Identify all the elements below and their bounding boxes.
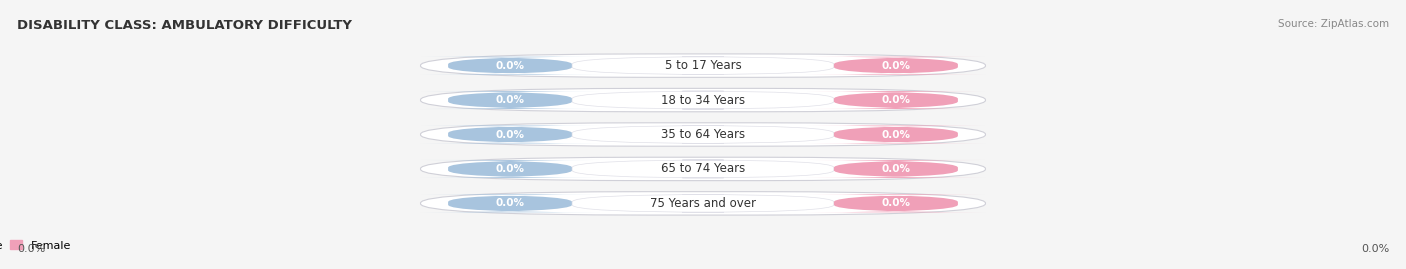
FancyBboxPatch shape	[572, 91, 834, 109]
Text: 0.0%: 0.0%	[882, 164, 911, 174]
Text: 0.0%: 0.0%	[882, 95, 911, 105]
FancyBboxPatch shape	[420, 88, 986, 112]
FancyBboxPatch shape	[807, 160, 986, 178]
Text: 0.0%: 0.0%	[882, 198, 911, 208]
Text: Source: ZipAtlas.com: Source: ZipAtlas.com	[1278, 19, 1389, 29]
Text: 0.0%: 0.0%	[882, 129, 911, 140]
Text: 0.0%: 0.0%	[882, 61, 911, 71]
FancyBboxPatch shape	[420, 160, 599, 178]
FancyBboxPatch shape	[420, 91, 599, 109]
FancyBboxPatch shape	[420, 192, 986, 215]
FancyBboxPatch shape	[572, 160, 834, 178]
Text: 35 to 64 Years: 35 to 64 Years	[661, 128, 745, 141]
FancyBboxPatch shape	[572, 57, 834, 75]
Text: 0.0%: 0.0%	[495, 95, 524, 105]
FancyBboxPatch shape	[807, 91, 986, 109]
Text: 0.0%: 0.0%	[495, 61, 524, 71]
FancyBboxPatch shape	[420, 194, 599, 212]
Text: 0.0%: 0.0%	[17, 244, 45, 254]
FancyBboxPatch shape	[420, 157, 986, 181]
Text: DISABILITY CLASS: AMBULATORY DIFFICULTY: DISABILITY CLASS: AMBULATORY DIFFICULTY	[17, 19, 352, 32]
FancyBboxPatch shape	[420, 57, 599, 75]
Text: 0.0%: 0.0%	[495, 164, 524, 174]
Text: 18 to 34 Years: 18 to 34 Years	[661, 94, 745, 107]
Text: 5 to 17 Years: 5 to 17 Years	[665, 59, 741, 72]
Text: 0.0%: 0.0%	[495, 129, 524, 140]
FancyBboxPatch shape	[572, 126, 834, 143]
FancyBboxPatch shape	[807, 126, 986, 143]
FancyBboxPatch shape	[807, 194, 986, 212]
Text: 75 Years and over: 75 Years and over	[650, 197, 756, 210]
Text: 0.0%: 0.0%	[1361, 244, 1389, 254]
Text: 65 to 74 Years: 65 to 74 Years	[661, 162, 745, 175]
FancyBboxPatch shape	[420, 54, 986, 77]
FancyBboxPatch shape	[807, 57, 986, 75]
Legend: Male, Female: Male, Female	[0, 238, 73, 253]
FancyBboxPatch shape	[572, 194, 834, 212]
FancyBboxPatch shape	[420, 123, 986, 146]
FancyBboxPatch shape	[420, 126, 599, 143]
Text: 0.0%: 0.0%	[495, 198, 524, 208]
